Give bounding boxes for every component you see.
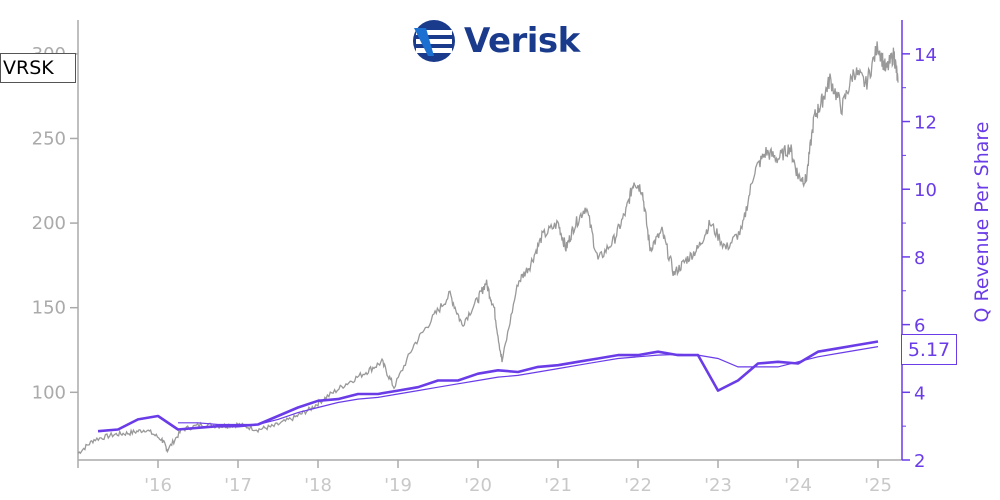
revenue-trend-line <box>178 346 879 426</box>
x-tick-label: '18 <box>304 475 332 496</box>
right-tick-label: 4 <box>914 383 925 404</box>
right-tick-label: 10 <box>914 180 937 201</box>
x-tick-label: '16 <box>144 475 172 496</box>
verisk-logo: Verisk <box>410 18 580 64</box>
last-value-label: 5.17 <box>901 334 957 365</box>
x-tick-label: '19 <box>384 475 412 496</box>
right-tick-label: 12 <box>914 113 937 134</box>
series-group <box>77 41 899 455</box>
x-tick-label: '24 <box>784 475 812 496</box>
x-tick-label: '20 <box>464 475 492 496</box>
price-series-line <box>77 41 899 455</box>
x-tick-label: '23 <box>704 475 732 496</box>
verisk-logo-icon <box>413 20 455 62</box>
right-tick-label: 14 <box>914 45 937 66</box>
axes-group: 1001502002503002468101214'16'17'18'19'20… <box>32 20 937 496</box>
logo-text: Verisk <box>464 21 580 61</box>
revenue-per-share-line <box>97 340 879 433</box>
ticker-label: VRSK <box>0 53 76 83</box>
right-tick-label: 8 <box>914 248 925 269</box>
left-tick-label: 200 <box>32 213 66 234</box>
x-tick-label: '22 <box>624 475 652 496</box>
x-tick-label: '25 <box>864 475 892 496</box>
x-tick-label: '21 <box>544 475 572 496</box>
x-tick-label: '17 <box>224 475 252 496</box>
right-tick-label: 2 <box>914 451 925 472</box>
right-tick-label: 6 <box>914 316 925 337</box>
left-tick-label: 150 <box>32 298 66 319</box>
left-tick-label: 250 <box>32 128 66 149</box>
left-tick-label: 100 <box>32 382 66 403</box>
right-axis-label: Q Revenue Per Share <box>971 121 993 323</box>
